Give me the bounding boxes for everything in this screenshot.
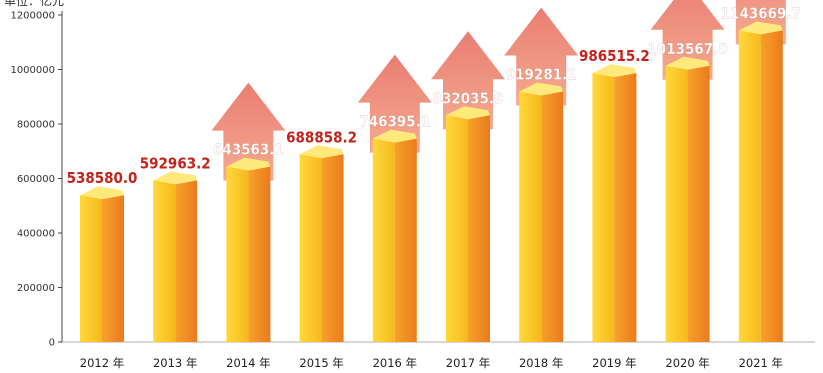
bar-front xyxy=(80,195,102,342)
bar-front xyxy=(372,138,395,342)
y-tick-label: 1000000 xyxy=(10,65,55,76)
x-category-label: 2012 年 xyxy=(80,356,124,370)
bar-side xyxy=(687,65,710,343)
x-category-label: 2013 年 xyxy=(153,356,197,370)
bar-side xyxy=(394,138,417,342)
bar-side xyxy=(102,195,124,342)
bar-value-label: 643563.1 xyxy=(213,141,284,159)
x-category-label: 2015 年 xyxy=(299,356,343,370)
bar-value-label: 919281.1 xyxy=(506,65,577,83)
bar-front xyxy=(446,115,468,342)
x-category-label: 2021 年 xyxy=(739,356,783,370)
bar-value-label: 1013567.0 xyxy=(647,40,727,58)
growth-arrow xyxy=(431,31,505,130)
y-tick-label: 200000 xyxy=(17,283,55,294)
bar-value-label: 688858.2 xyxy=(286,128,357,146)
bar-front xyxy=(153,180,176,342)
growth-arrow xyxy=(357,54,432,153)
bar-side xyxy=(175,180,198,342)
bar-top xyxy=(446,106,490,120)
x-category-label: 2014 年 xyxy=(226,356,270,370)
bar-value-label: 538580.0 xyxy=(67,169,138,187)
bar-top xyxy=(299,145,344,159)
bar-value-label: 986515.2 xyxy=(579,47,650,65)
bar-front xyxy=(665,65,688,343)
bar-side xyxy=(321,154,344,342)
bar-side xyxy=(468,115,490,342)
bar-side xyxy=(541,91,564,342)
bar-value-label: 592963.2 xyxy=(140,154,211,172)
y-axis-unit-label: 单位：亿元 xyxy=(4,0,65,8)
growth-arrow xyxy=(650,0,725,80)
y-tick-label: 600000 xyxy=(17,174,55,185)
bar-top xyxy=(738,21,783,35)
bar-top xyxy=(665,56,710,70)
growth-arrow xyxy=(504,7,579,106)
x-category-label: 2016 年 xyxy=(373,356,417,370)
bar-value-label: 1143669.7 xyxy=(721,4,801,22)
bar-front xyxy=(592,73,615,342)
bar-side xyxy=(248,166,271,342)
bar-top xyxy=(226,157,271,171)
y-tick-label: 800000 xyxy=(17,120,55,131)
bar-front xyxy=(226,166,249,342)
x-category-label: 2017 年 xyxy=(446,356,490,370)
growth-arrow xyxy=(211,82,286,181)
x-category-label: 2018 年 xyxy=(519,356,563,370)
y-tick-label: 1200000 xyxy=(10,11,55,22)
y-tick-label: 400000 xyxy=(17,229,55,240)
x-category-label: 2019 年 xyxy=(592,356,636,370)
bar-top xyxy=(592,64,637,78)
bar-top xyxy=(80,186,124,200)
x-category-label: 2020 年 xyxy=(665,356,709,370)
bar-front xyxy=(519,91,542,342)
bar-front xyxy=(738,30,761,342)
y-tick-label: 0 xyxy=(49,338,55,349)
bar-front xyxy=(299,154,322,342)
bar-top xyxy=(372,129,417,143)
bar-value-label: 746395.1 xyxy=(359,113,430,131)
bar-top xyxy=(153,171,198,185)
bar-side xyxy=(614,73,637,342)
bar-side xyxy=(760,30,783,342)
bar-value-label: 832035.9 xyxy=(433,89,504,107)
bar-top xyxy=(519,82,564,96)
